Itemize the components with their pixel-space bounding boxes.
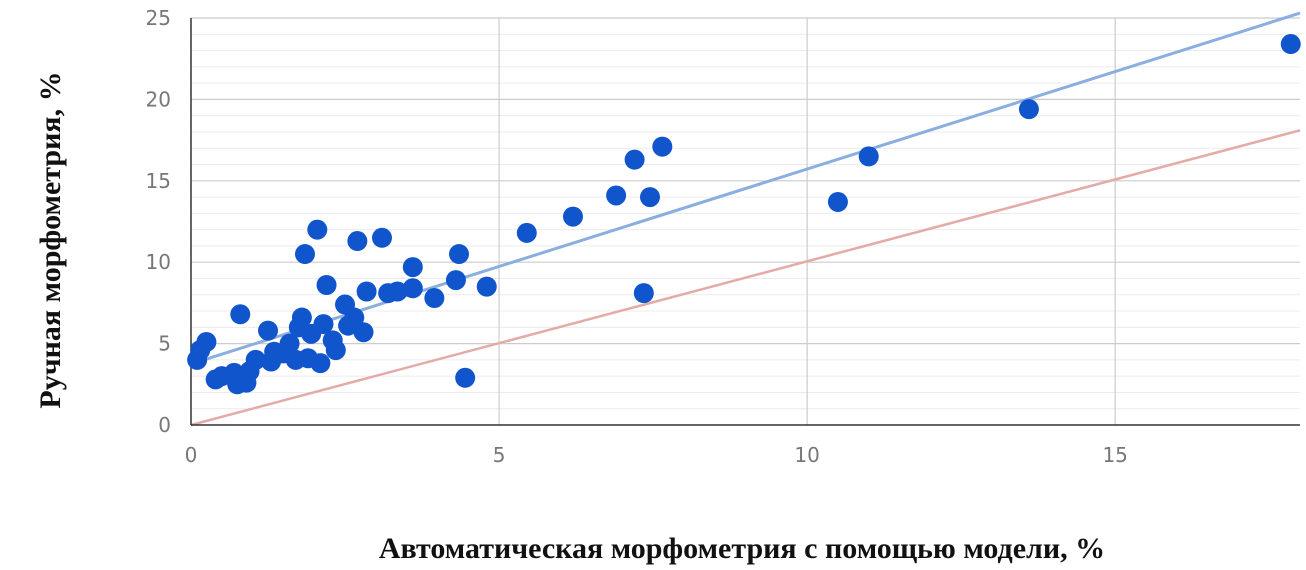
data-point (1018, 99, 1039, 120)
axes (190, 18, 1300, 426)
identity-line (190, 129, 1301, 427)
x-tick-label: 15 (1102, 443, 1127, 467)
fit-line (190, 11, 1301, 366)
data-point (624, 149, 645, 170)
data-point (245, 349, 266, 370)
y-tick-label: 20 (146, 87, 171, 111)
data-point (633, 283, 654, 304)
data-point (1280, 34, 1301, 55)
data-point (455, 367, 476, 388)
data-point (347, 231, 368, 252)
data-point (640, 187, 661, 208)
reference-lines (190, 11, 1301, 427)
y-tick-label: 5 (158, 332, 171, 356)
data-point (291, 307, 312, 328)
data-point (353, 322, 374, 343)
data-point (424, 288, 445, 309)
data-point (562, 206, 583, 227)
data-point (606, 185, 627, 206)
data-point (196, 331, 217, 352)
data-points (187, 34, 1301, 395)
data-point (827, 191, 848, 212)
y-tick-label: 0 (158, 413, 171, 437)
data-point (307, 219, 328, 240)
data-point (279, 333, 300, 354)
x-tick-label: 5 (493, 443, 506, 467)
data-point (402, 278, 423, 299)
y-tick-label: 10 (146, 250, 171, 274)
x-tick-label: 0 (185, 443, 198, 467)
grid-layer (191, 17, 1300, 425)
data-point (516, 222, 537, 243)
data-point (445, 270, 466, 291)
data-point (230, 304, 251, 325)
data-point (476, 276, 497, 297)
data-point (449, 244, 470, 265)
y-tick-label: 25 (146, 6, 171, 30)
y-tick-label: 15 (146, 169, 171, 193)
data-point (387, 281, 408, 302)
data-point (294, 244, 315, 265)
data-point (344, 307, 365, 328)
x-tick-label: 10 (794, 443, 819, 467)
data-point (325, 340, 346, 361)
x-axis-title: Автоматическая морфометрия с помощью мод… (379, 532, 1105, 565)
y-axis-title: Ручная морфометрия, % (34, 71, 67, 408)
data-point (356, 281, 377, 302)
data-point (371, 227, 392, 248)
data-point (258, 320, 279, 341)
data-point (858, 146, 879, 167)
data-point (313, 314, 334, 335)
data-point (310, 353, 331, 374)
data-point (652, 136, 673, 157)
data-point (402, 257, 423, 278)
tick-labels: 0 5 10 15 20 25 0 5 10 15 (146, 6, 1128, 467)
data-point (316, 274, 337, 295)
